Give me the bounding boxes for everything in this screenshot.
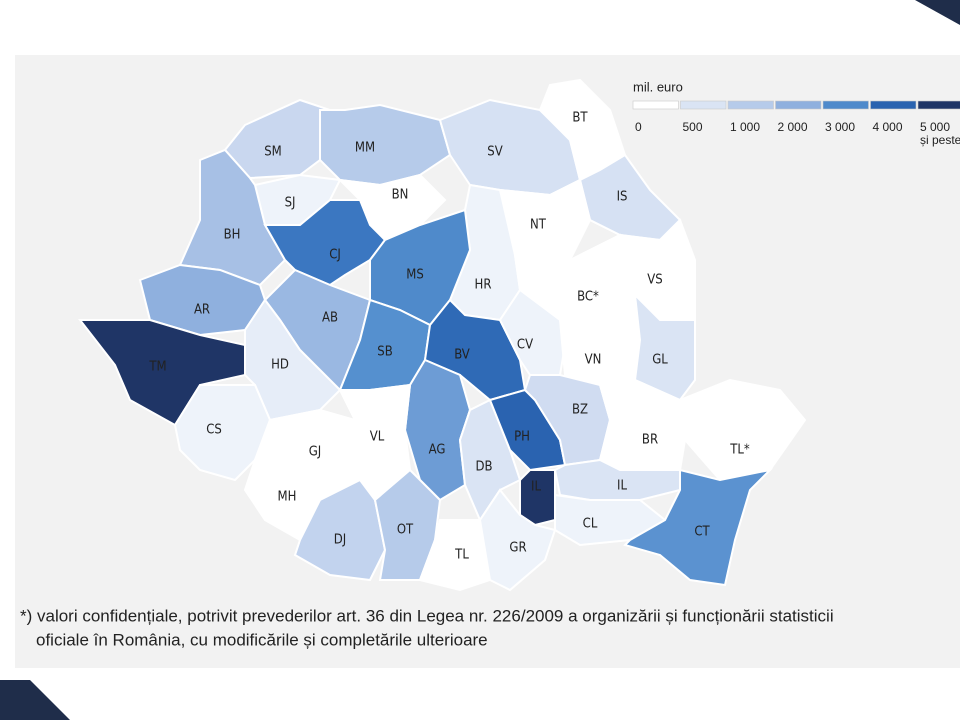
county-label: CV: [517, 338, 533, 353]
legend-swatch: [680, 100, 727, 110]
county-label: PH: [514, 430, 530, 445]
county-label: CJ: [329, 248, 341, 263]
county-label: IL: [617, 479, 627, 494]
county: [623, 468, 774, 587]
footnote: *) valori confidențiale, potrivit preved…: [20, 606, 834, 625]
legend-swatch: [870, 100, 917, 110]
legend-swatch: [775, 100, 822, 110]
legend-swatch: [917, 100, 960, 110]
legend-tick-label: 1 000: [730, 120, 760, 134]
county-label: GR: [509, 541, 526, 556]
county-label: VL: [370, 430, 385, 445]
county-label: MS: [406, 268, 424, 283]
footnote: oficiale în România, cu modificările și …: [36, 630, 488, 649]
county-label: BC*: [577, 290, 599, 305]
county-label: AG: [429, 443, 446, 458]
legend-title: mil. euro: [633, 79, 683, 94]
county-label: SV: [487, 145, 502, 160]
county-label: MH: [278, 490, 297, 505]
county-label: TL: [454, 548, 469, 563]
county-label: BR: [642, 433, 658, 448]
county-label: BH: [224, 228, 241, 243]
county: [633, 292, 696, 402]
county-label: DJ: [334, 533, 346, 548]
county-label: GJ: [309, 445, 322, 460]
county-label: CT: [694, 525, 710, 540]
county-label: MM: [355, 141, 375, 156]
county-label: IS: [617, 190, 628, 205]
county-label: TL*: [729, 443, 750, 458]
legend-tick-label: 2 000: [778, 120, 808, 134]
county-label: BT: [572, 111, 588, 126]
county-label: BZ: [572, 403, 588, 418]
map: SM MM SV BT SJ BN BH CJ IS NT VS HR MS BC* AR TM AB HD CS S…: [77, 78, 807, 592]
county-label: BV: [454, 348, 470, 363]
legend-tick-label: 3 000: [825, 120, 855, 134]
county-label: OT: [397, 523, 414, 538]
county-label: CL: [583, 517, 598, 532]
county-label: IL: [531, 480, 541, 495]
legend-swatch: [822, 100, 869, 110]
county: [478, 488, 557, 592]
county-label: HR: [475, 278, 492, 293]
corner-decor: [915, 0, 960, 25]
legend-swatch: [632, 100, 679, 110]
legend-tick-label: 5 000: [920, 120, 950, 134]
county-label: CS: [206, 423, 222, 438]
corner-decor: [0, 680, 70, 720]
county: [77, 319, 246, 427]
county-label: VN: [585, 353, 602, 368]
legend: mil. euro 0 500 1 000 2 000 3 000 4 000 5 000și…: [632, 79, 960, 147]
county-label: DB: [475, 460, 492, 475]
county: [519, 469, 556, 527]
county: [244, 298, 342, 422]
legend-tick-label: 500: [683, 120, 703, 134]
county-label: SB: [377, 345, 392, 360]
county: [498, 288, 567, 376]
county-label: HD: [271, 358, 289, 373]
county-label: NT: [530, 218, 547, 233]
legend-swatch: [727, 100, 774, 110]
county-label: SJ: [285, 196, 296, 211]
legend-note: și peste: [920, 133, 960, 147]
county: [678, 378, 807, 482]
county-label: SM: [264, 145, 282, 160]
county-label: TM: [148, 360, 166, 375]
legend-tick-label: 0: [635, 120, 642, 134]
county-label: AR: [194, 303, 210, 318]
county-label: VS: [647, 273, 662, 288]
county-label: AB: [322, 311, 338, 326]
legend-tick-label: 4 000: [873, 120, 903, 134]
county-label: GL: [652, 353, 668, 368]
county: [319, 103, 452, 187]
county-label: BN: [392, 188, 409, 203]
